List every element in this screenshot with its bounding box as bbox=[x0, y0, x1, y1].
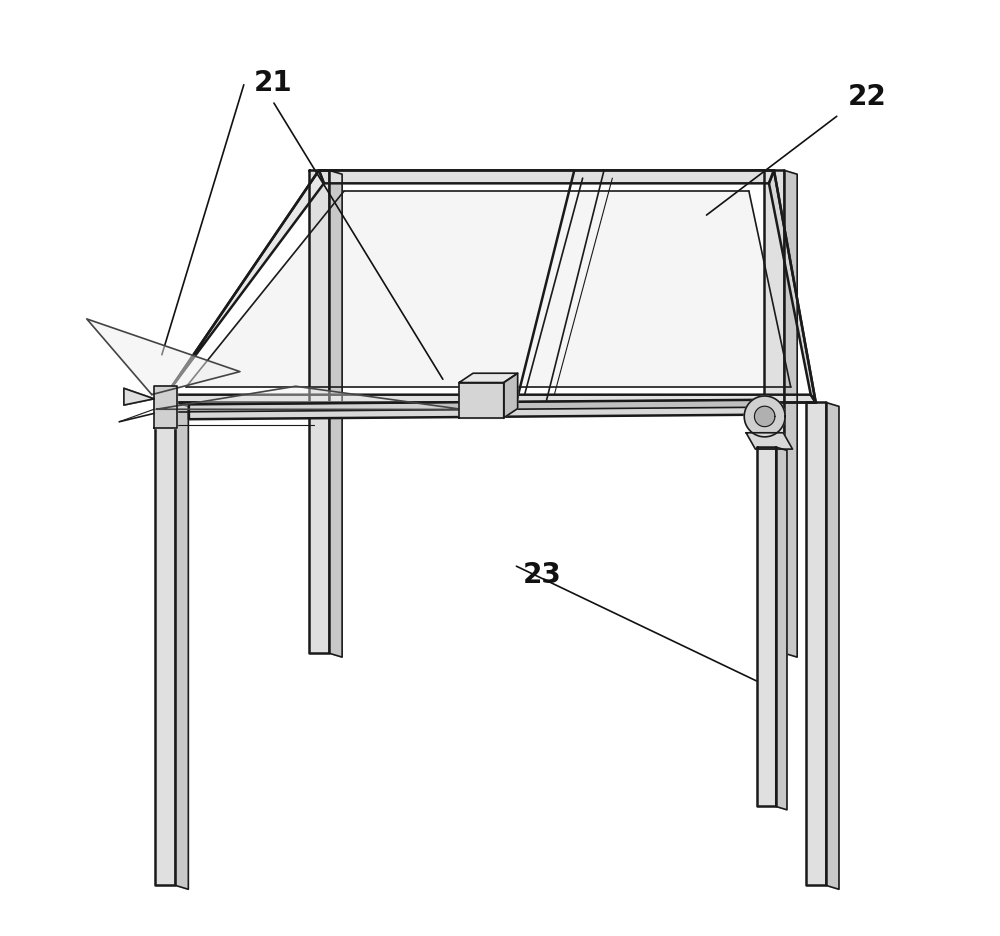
Polygon shape bbox=[189, 401, 774, 419]
Polygon shape bbox=[754, 407, 775, 427]
Polygon shape bbox=[319, 171, 774, 184]
Polygon shape bbox=[189, 401, 774, 413]
Polygon shape bbox=[175, 403, 188, 889]
Polygon shape bbox=[161, 395, 816, 403]
Polygon shape bbox=[154, 387, 177, 429]
Polygon shape bbox=[155, 403, 175, 885]
Text: 23: 23 bbox=[523, 561, 562, 589]
Text: 22: 22 bbox=[848, 83, 887, 110]
Polygon shape bbox=[161, 171, 324, 403]
Polygon shape bbox=[744, 397, 785, 437]
Polygon shape bbox=[309, 171, 329, 653]
Polygon shape bbox=[459, 373, 518, 383]
Text: 21: 21 bbox=[254, 69, 293, 97]
Polygon shape bbox=[156, 387, 463, 410]
Polygon shape bbox=[757, 447, 776, 807]
Polygon shape bbox=[776, 447, 787, 810]
Polygon shape bbox=[504, 373, 518, 418]
Polygon shape bbox=[329, 171, 342, 657]
Polygon shape bbox=[826, 403, 839, 889]
Polygon shape bbox=[124, 389, 154, 405]
Polygon shape bbox=[459, 383, 504, 418]
Polygon shape bbox=[746, 433, 793, 449]
Polygon shape bbox=[784, 171, 797, 657]
Polygon shape bbox=[186, 192, 791, 388]
Polygon shape bbox=[769, 171, 816, 403]
Polygon shape bbox=[806, 403, 826, 885]
Polygon shape bbox=[87, 319, 240, 395]
Polygon shape bbox=[764, 171, 784, 653]
